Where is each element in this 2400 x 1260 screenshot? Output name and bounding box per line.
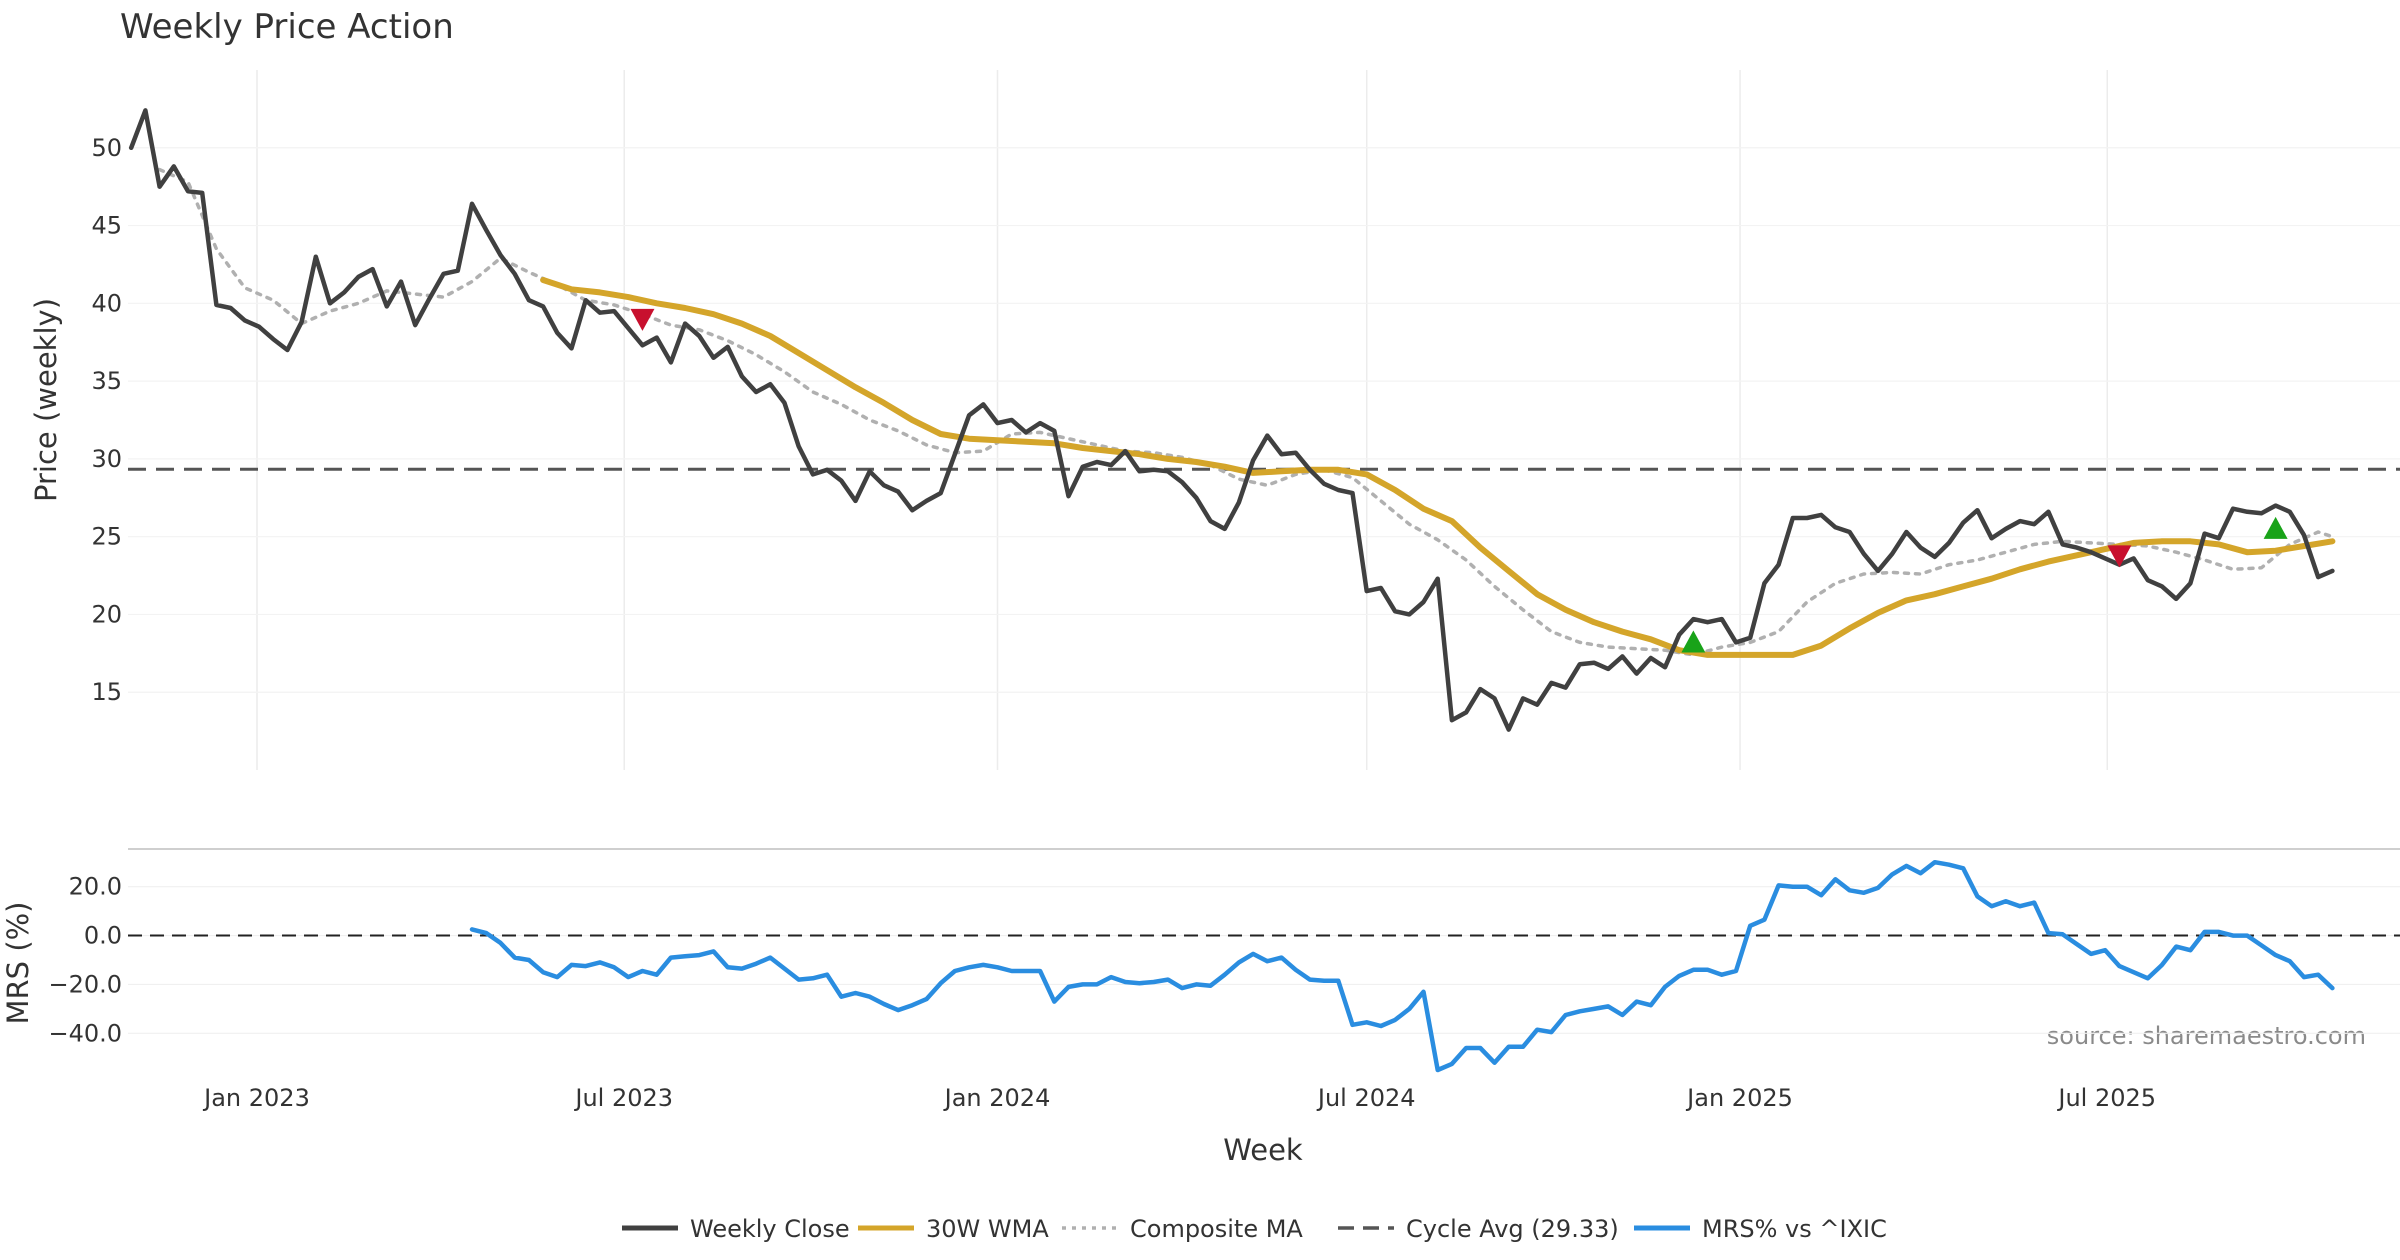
sell-signal-marker xyxy=(2107,545,2132,568)
price-y-tick-label: 15 xyxy=(91,678,122,706)
buy-signal-marker xyxy=(2263,516,2288,539)
legend-label: MRS% vs ^IXIC xyxy=(1702,1215,1887,1243)
sell-signal-marker xyxy=(630,308,655,331)
legend-item: Cycle Avg (29.33) xyxy=(1338,1215,1619,1243)
x-tick-label: Jan 2023 xyxy=(202,1084,310,1112)
legend-label: Cycle Avg (29.33) xyxy=(1406,1215,1619,1243)
series-weekly-close xyxy=(128,108,2335,732)
legend-label: 30W WMA xyxy=(926,1215,1049,1243)
mrs-y-tick-label: 0.0 xyxy=(84,922,122,950)
price-y-tick-label: 35 xyxy=(91,367,122,395)
price-y-tick-label: 40 xyxy=(91,289,122,317)
legend-item: Composite MA xyxy=(1062,1215,1303,1243)
series-composite-ma xyxy=(157,167,2335,657)
x-tick-label: Jul 2025 xyxy=(2056,1084,2156,1112)
price-y-axis-title: Price (weekly) xyxy=(29,298,63,502)
price-y-tick-label: 50 xyxy=(91,134,122,162)
price-y-tick-label: 30 xyxy=(91,445,122,473)
price-y-tick-label: 25 xyxy=(91,523,122,551)
series-mrs-vs-ixic xyxy=(469,859,2335,1073)
legend-item: Weekly Close xyxy=(622,1215,850,1243)
buy-signal-marker xyxy=(1681,630,1706,653)
legend-item: MRS% vs ^IXIC xyxy=(1634,1215,1887,1243)
x-tick-label: Jul 2024 xyxy=(1316,1084,1416,1112)
x-tick-label: Jan 2025 xyxy=(1685,1084,1793,1112)
mrs-y-tick-label: −20.0 xyxy=(48,970,122,998)
legend-label: Composite MA xyxy=(1130,1215,1303,1243)
chart-title: Weekly Price Action xyxy=(120,7,454,47)
source-note: source: sharemaestro.com xyxy=(2047,1022,2366,1050)
mrs-y-tick-label: 20.0 xyxy=(69,873,122,901)
mrs-y-tick-label: −40.0 xyxy=(48,1019,122,1047)
price-y-tick-label: 45 xyxy=(91,212,122,240)
x-tick-label: Jul 2023 xyxy=(573,1084,673,1112)
legend-item: 30W WMA xyxy=(858,1215,1049,1243)
x-axis-title: Week xyxy=(1223,1133,1303,1167)
legend-label: Weekly Close xyxy=(690,1215,850,1243)
x-tick-label: Jan 2024 xyxy=(943,1084,1051,1112)
mrs-y-axis-title: MRS (%) xyxy=(1,902,35,1025)
series-30w-wma xyxy=(540,277,2336,658)
price-y-tick-label: 20 xyxy=(91,600,122,628)
